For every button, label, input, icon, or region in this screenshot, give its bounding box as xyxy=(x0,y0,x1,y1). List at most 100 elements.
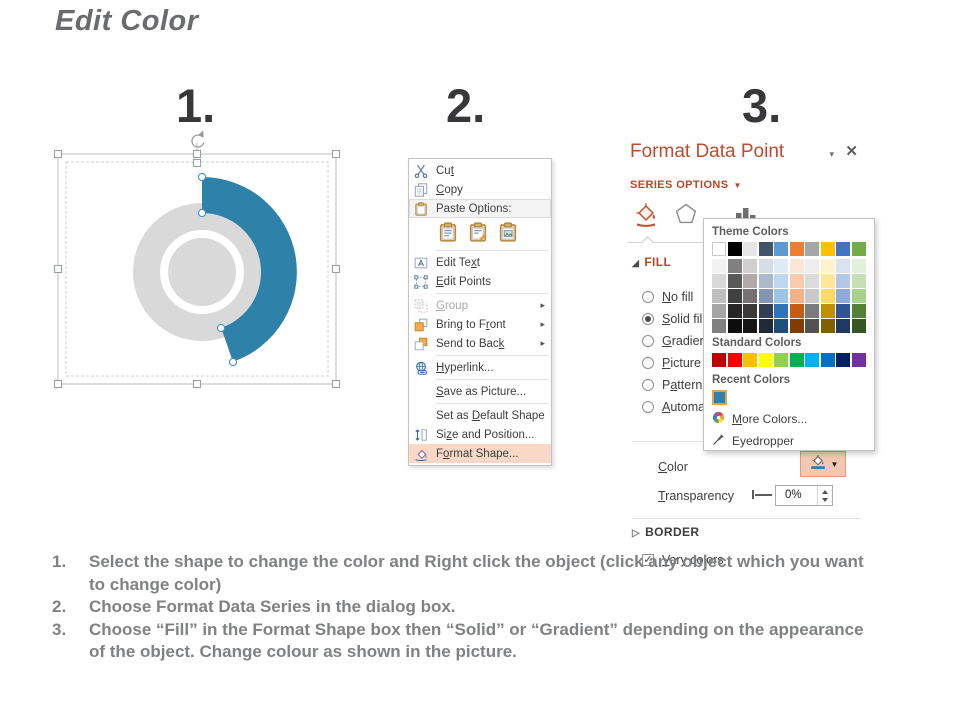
menu-item-group[interactable]: Group ▸ xyxy=(409,296,551,315)
theme-color-swatch[interactable] xyxy=(774,242,788,256)
resize-handle[interactable] xyxy=(331,264,341,274)
theme-color-variant-swatch[interactable] xyxy=(820,319,835,333)
tab-fill-line[interactable] xyxy=(632,200,660,228)
standard-color-swatch[interactable] xyxy=(743,353,757,367)
theme-color-swatch[interactable] xyxy=(712,242,726,256)
theme-color-variant-swatch[interactable] xyxy=(789,319,804,333)
theme-color-variant-swatch[interactable] xyxy=(789,289,804,303)
paste-merge-formatting-icon[interactable] xyxy=(466,220,490,244)
rotate-handle-icon[interactable] xyxy=(191,130,205,152)
menu-item-edit-points[interactable]: Edit Points xyxy=(409,272,551,291)
theme-color-variant-swatch[interactable] xyxy=(774,304,788,318)
vary-colors-option[interactable]: ✓ Vary colors xyxy=(642,549,724,571)
theme-color-variant-swatch[interactable] xyxy=(727,289,742,303)
resize-handle[interactable] xyxy=(53,149,63,159)
theme-color-swatch[interactable] xyxy=(820,242,835,256)
arc-handle[interactable] xyxy=(228,357,238,367)
theme-color-variant-swatch[interactable] xyxy=(743,319,757,333)
theme-color-variant-swatch[interactable] xyxy=(836,289,850,303)
theme-color-variant-swatch[interactable] xyxy=(836,274,850,288)
panel-close-icon[interactable]: ✕ xyxy=(845,143,858,160)
menu-item-send-to-back[interactable]: Send to Back ▸ xyxy=(409,334,551,353)
color-fill-button[interactable]: ▼ xyxy=(800,451,846,477)
selected-arc-segment[interactable] xyxy=(202,177,297,362)
theme-color-variant-swatch[interactable] xyxy=(789,274,804,288)
fill-option-no-fill[interactable]: No fill xyxy=(642,286,862,308)
theme-color-variant-swatch[interactable] xyxy=(712,259,726,273)
theme-color-variant-swatch[interactable] xyxy=(805,319,819,333)
radio-picture-fill[interactable] xyxy=(642,357,654,369)
theme-color-variant-swatch[interactable] xyxy=(805,274,819,288)
theme-color-variant-swatch[interactable] xyxy=(820,259,835,273)
theme-color-variant-swatch[interactable] xyxy=(789,304,804,318)
resize-handle[interactable] xyxy=(53,379,63,389)
theme-color-variant-swatch[interactable] xyxy=(820,289,835,303)
theme-color-variant-swatch[interactable] xyxy=(774,274,788,288)
theme-color-variant-swatch[interactable] xyxy=(743,304,757,318)
theme-color-variant-swatch[interactable] xyxy=(836,304,850,318)
radio-pattern-fill[interactable] xyxy=(642,379,654,391)
theme-color-variant-swatch[interactable] xyxy=(758,259,773,273)
standard-color-swatch[interactable] xyxy=(851,353,866,367)
standard-color-swatch[interactable] xyxy=(789,353,804,367)
menu-item-bring-to-front[interactable]: Bring to Front ▸ xyxy=(409,315,551,334)
fill-option-solid-fill[interactable]: Solid fill xyxy=(642,308,862,330)
transparency-slider[interactable] xyxy=(752,490,754,499)
theme-color-variant-swatch[interactable] xyxy=(805,259,819,273)
standard-color-swatch[interactable] xyxy=(727,353,742,367)
theme-color-variant-swatch[interactable] xyxy=(851,289,866,303)
standard-color-swatch[interactable] xyxy=(820,353,835,367)
more-colors-item[interactable]: More Colors... xyxy=(712,411,866,427)
menu-item-edit-text[interactable]: Edit Text xyxy=(409,253,551,272)
transparency-spinner[interactable]: 0% xyxy=(775,485,833,506)
menu-item-paste-options[interactable]: Paste Options: xyxy=(409,199,551,218)
theme-color-variant-swatch[interactable] xyxy=(727,274,742,288)
transparency-value[interactable]: 0% xyxy=(785,489,802,501)
theme-color-variant-swatch[interactable] xyxy=(820,274,835,288)
theme-color-variant-swatch[interactable] xyxy=(774,319,788,333)
radio-no-fill[interactable] xyxy=(642,291,654,303)
resize-handle[interactable] xyxy=(192,158,202,168)
theme-color-variant-swatch[interactable] xyxy=(836,259,850,273)
resize-handle[interactable] xyxy=(192,149,202,159)
resize-handle[interactable] xyxy=(331,379,341,389)
vary-colors-checkbox[interactable]: ✓ xyxy=(642,554,654,566)
theme-color-variant-swatch[interactable] xyxy=(836,319,850,333)
theme-color-variant-swatch[interactable] xyxy=(789,259,804,273)
radio-gradient-fill[interactable] xyxy=(642,335,654,347)
theme-color-variant-swatch[interactable] xyxy=(851,274,866,288)
tab-effects[interactable] xyxy=(672,200,700,228)
theme-color-variant-swatch[interactable] xyxy=(774,259,788,273)
theme-color-swatch[interactable] xyxy=(789,242,804,256)
spinner-arrows[interactable] xyxy=(817,486,832,505)
arc-handle[interactable] xyxy=(197,208,207,218)
theme-color-swatch[interactable] xyxy=(758,242,773,256)
theme-color-variant-swatch[interactable] xyxy=(851,319,866,333)
menu-item-size-and-position[interactable]: Size and Position... xyxy=(409,425,551,444)
paste-picture-icon[interactable] xyxy=(496,220,520,244)
fill-section-header[interactable]: ◢ FILL xyxy=(632,255,671,269)
theme-color-variant-swatch[interactable] xyxy=(743,274,757,288)
standard-color-swatch[interactable] xyxy=(774,353,788,367)
menu-item-cut[interactable]: Cut xyxy=(409,161,551,180)
series-options-dropdown[interactable]: SERIES OPTIONS ▼ xyxy=(630,179,742,191)
theme-color-variant-swatch[interactable] xyxy=(774,289,788,303)
theme-color-variant-swatch[interactable] xyxy=(712,289,726,303)
theme-color-swatch[interactable] xyxy=(805,242,819,256)
menu-item-copy[interactable]: Copy xyxy=(409,180,551,199)
theme-color-variant-swatch[interactable] xyxy=(758,304,773,318)
theme-color-variant-swatch[interactable] xyxy=(712,274,726,288)
menu-item-format-shape[interactable]: Format Shape... xyxy=(409,444,551,463)
radio-automatic-fill[interactable] xyxy=(642,401,654,413)
paste-keep-formatting-icon[interactable] xyxy=(436,220,460,244)
standard-color-swatch[interactable] xyxy=(712,353,726,367)
menu-item-hyperlink[interactable]: Hyperlink... xyxy=(409,358,551,377)
radio-solid-fill[interactable] xyxy=(642,313,654,325)
theme-color-variant-swatch[interactable] xyxy=(758,274,773,288)
theme-color-variant-swatch[interactable] xyxy=(851,304,866,318)
menu-item-save-as-picture[interactable]: Save as Picture... xyxy=(409,382,551,401)
theme-color-variant-swatch[interactable] xyxy=(805,304,819,318)
resize-handle[interactable] xyxy=(331,149,341,159)
menu-item-set-as-default-shape[interactable]: Set as Default Shape xyxy=(409,406,551,425)
theme-color-variant-swatch[interactable] xyxy=(727,259,742,273)
